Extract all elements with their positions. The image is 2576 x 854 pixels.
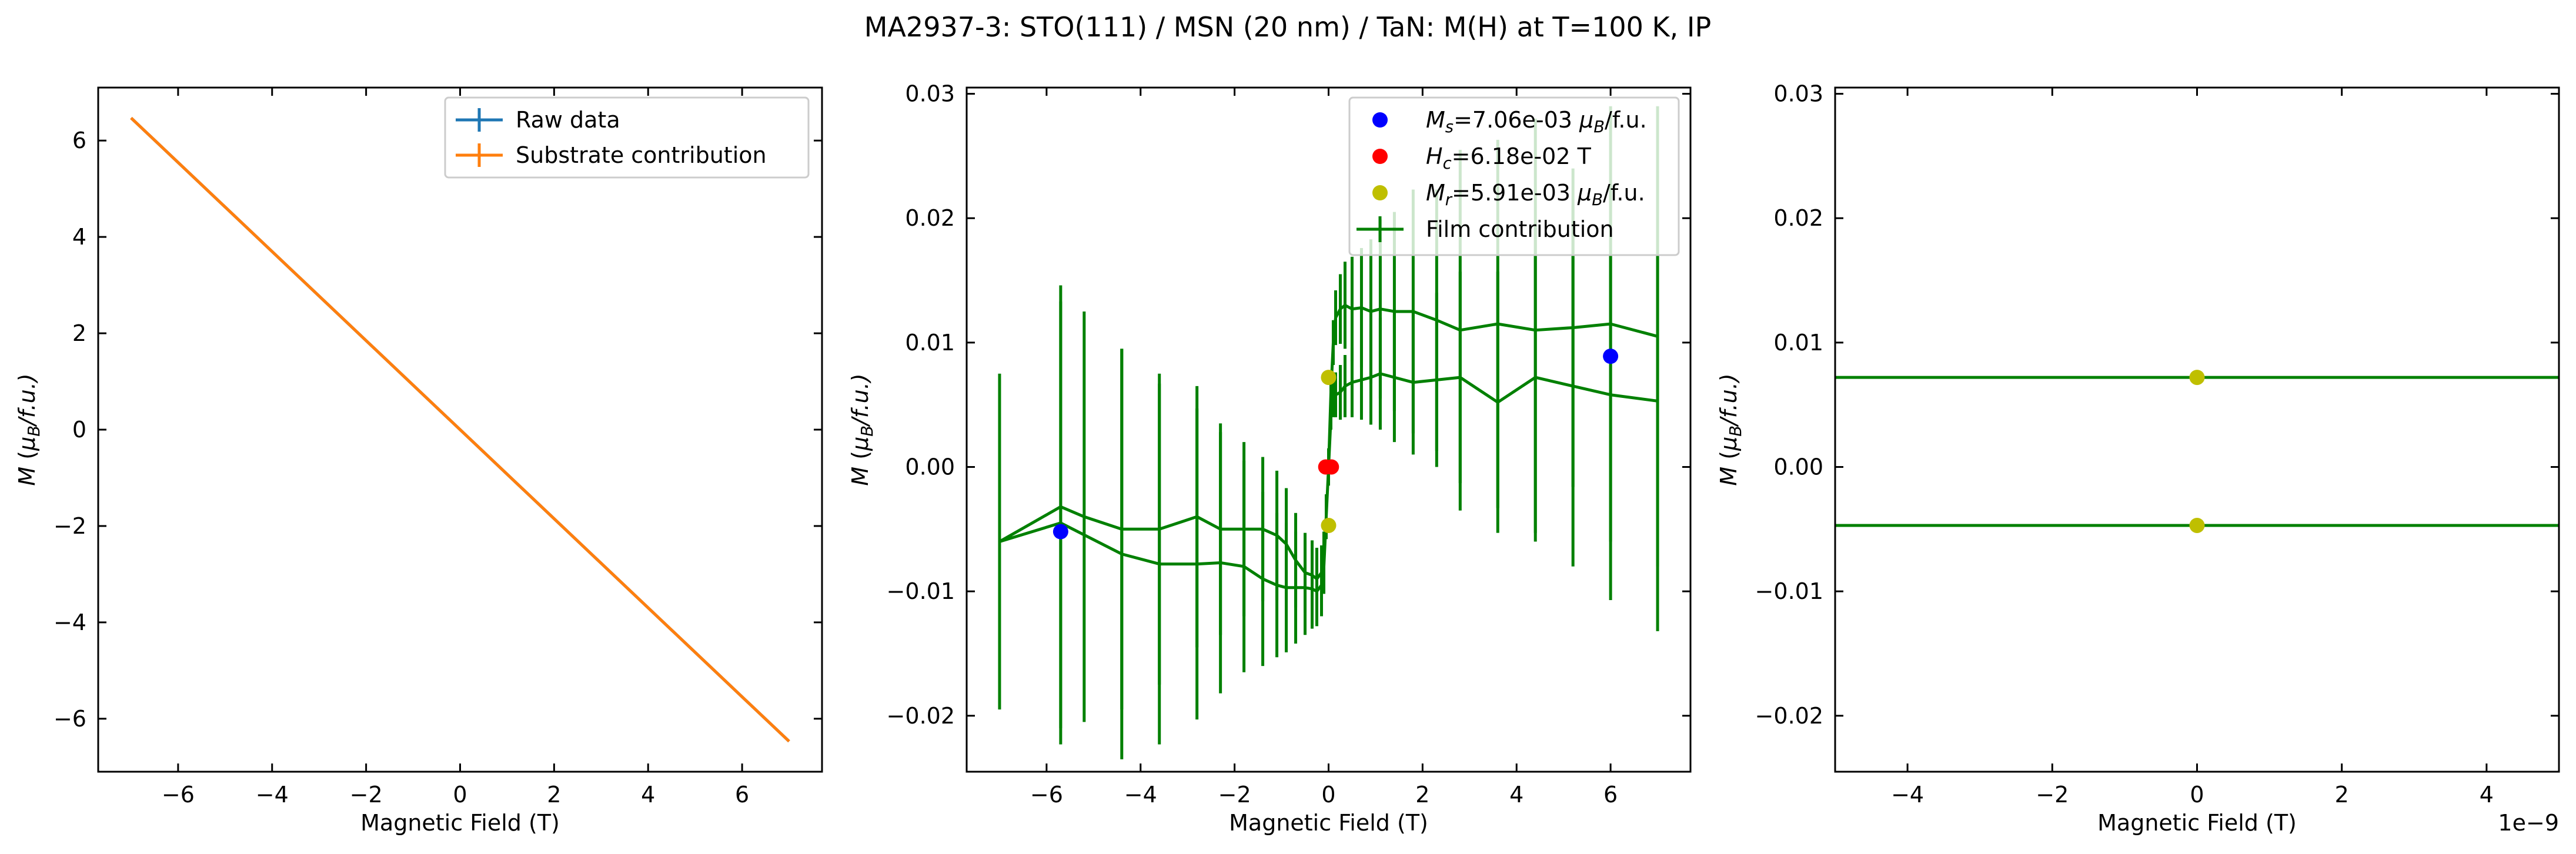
y-tick-label: 0.03	[1773, 81, 1823, 107]
y-tick-label: 0.00	[1773, 454, 1823, 480]
y-tick-label: 4	[72, 224, 86, 250]
y-tick-label: 6	[72, 128, 86, 153]
series-line-2	[130, 116, 790, 743]
panel-left: −6 −4 −2 0 2 4 6 −6 −4 −2 0 2 4 6 Magnetic Field (T) M …	[14, 86, 823, 836]
data-point	[1603, 349, 1619, 364]
data-point	[2189, 517, 2205, 533]
legend-marker	[1372, 149, 1388, 164]
x-tick-label: −6	[162, 782, 195, 808]
data-point	[1321, 517, 1337, 533]
legend-box	[1348, 96, 1680, 256]
x-tick-label: −6	[1030, 782, 1063, 808]
y-tick-label: −0.02	[1755, 703, 1823, 729]
x-tick-label: −2	[2036, 782, 2069, 808]
x-axis-label: Magnetic Field (T)	[2097, 810, 2297, 836]
legend-label: Hc=6.18e-02 T	[1426, 143, 1592, 173]
y-axis-label: M (μB/f.u.)	[14, 373, 44, 485]
y-tick-label: 0.03	[905, 81, 955, 107]
y-tick-label: −0.01	[887, 578, 955, 604]
x-axis-label: Magnetic Field (T)	[360, 810, 560, 836]
data-point	[1321, 370, 1337, 386]
legend-label: Mr=5.91e-03 μB/f.u.	[1426, 180, 1645, 209]
x-tick-label: −4	[1891, 782, 1924, 808]
plot-area	[998, 106, 1659, 759]
legend-label: Ms=7.06e-03 μB/f.u.	[1426, 107, 1647, 136]
x-axis-label: Magnetic Field (T)	[1229, 810, 1428, 836]
legend-label: Film contribution	[1426, 216, 1614, 242]
plot-area	[130, 116, 790, 743]
y-tick-label: −0.01	[1755, 578, 1823, 604]
data-point	[2189, 370, 2205, 386]
y-tick-label: −0.02	[887, 703, 955, 729]
panel-right: −4 −2 0 2 4 −0.02 −0.01 0.00 0.01 0.02 0.03 Magneti…	[1716, 81, 2560, 836]
legend-label: Raw data	[516, 107, 620, 133]
x-tick-label: 4	[2480, 782, 2494, 808]
axes-frame	[1834, 86, 2560, 773]
y-tick-label: −2	[54, 513, 86, 539]
x-tick-label: −2	[350, 782, 383, 808]
x-tick-label: 2	[547, 782, 561, 808]
legend-marker	[1372, 112, 1388, 128]
panels: −6 −4 −2 0 2 4 6 −6 −4 −2 0 2 4 6 Magnetic Field (T) M …	[14, 81, 2560, 836]
figure-title: MA2937-3: STO(111) / MSN (20 nm) / TaN: …	[864, 11, 1711, 43]
x-tick-label: 2	[2335, 782, 2349, 808]
x-tick-label: 0	[2190, 782, 2204, 808]
x-tick-label: 4	[641, 782, 655, 808]
y-axis-label: M (μB/f.u.)	[1716, 373, 1745, 485]
plot-area	[1835, 370, 2559, 533]
x-tick-label: 0	[453, 782, 467, 808]
data-point	[1324, 459, 1339, 475]
x-tick-label: 6	[1603, 782, 1618, 808]
x-tick-label: −4	[256, 782, 289, 808]
y-axis-label: M (μB/f.u.)	[847, 373, 877, 485]
x-tick-label: 4	[1509, 782, 1523, 808]
x-tick-label: 6	[735, 782, 749, 808]
x-tick-label: 2	[1415, 782, 1429, 808]
y-tick-label: 0.01	[905, 330, 955, 356]
y-tick-label: 0.00	[905, 454, 955, 480]
x-tick-label: 0	[1321, 782, 1335, 808]
panel-middle: −6 −4 −2 0 2 4 6 −0.02 −0.01 0.00 0.01 0.02 0.03 Magn…	[847, 81, 1692, 836]
series-line-1	[998, 303, 1658, 593]
y-tick-label: 0.02	[905, 205, 955, 231]
legend-label: Substrate contribution	[516, 142, 767, 168]
x-tick-label: −4	[1124, 782, 1157, 808]
y-tick-label: 0.01	[1773, 330, 1823, 356]
y-tick-label: 2	[72, 320, 86, 346]
x-tick-label: −2	[1218, 782, 1251, 808]
legend-marker	[1372, 185, 1388, 200]
x-offset-text: 1e−9	[2498, 810, 2559, 836]
y-tick-label: −4	[54, 609, 86, 635]
legend-box	[444, 96, 810, 179]
y-tick-label: 0.02	[1773, 205, 1823, 231]
data-point	[1053, 524, 1068, 540]
y-tick-label: −6	[54, 706, 86, 732]
y-tick-label: 0	[72, 417, 86, 443]
